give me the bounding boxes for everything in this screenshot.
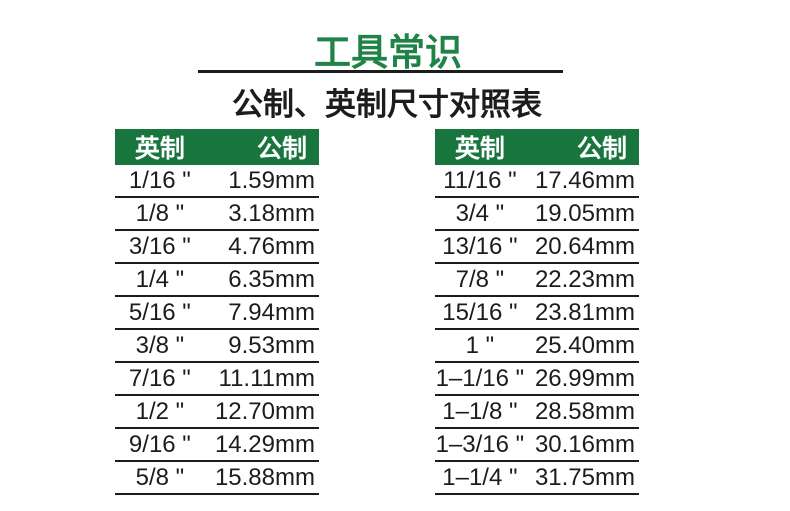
metric-value: 28.58mm	[534, 397, 635, 425]
imperial-value: 3/16 "	[128, 232, 191, 260]
conversion-table-right: 英制 公制 11/16 " 17.46mm 3/4 " 19.05mm 13/1…	[435, 129, 639, 495]
metric-value: 22.23mm	[534, 265, 635, 293]
imperial-value: 3/4 "	[455, 199, 505, 227]
metric-value: 31.75mm	[534, 463, 635, 491]
imperial-value: 5/8 "	[135, 463, 185, 491]
imperial-value: 1/2 "	[135, 397, 185, 425]
column-header-imperial: 英制	[454, 135, 505, 163]
table-row: 1 " 25.40mm	[435, 330, 639, 363]
table-row: 11/16 " 17.46mm	[435, 165, 639, 198]
imperial-value: 1–1/4 "	[442, 463, 518, 491]
metric-value: 12.70mm	[214, 397, 315, 425]
metric-value: 20.64mm	[534, 232, 635, 260]
table-row: 1–1/16 " 26.99mm	[435, 363, 639, 396]
metric-value: 26.99mm	[534, 364, 635, 392]
table-row: 1/16 " 1.59mm	[115, 165, 319, 198]
imperial-value: 1/8 "	[135, 199, 185, 227]
column-header-imperial: 英制	[134, 135, 185, 163]
imperial-value: 1/4 "	[135, 265, 185, 293]
table-row: 1–3/16 " 30.16mm	[435, 429, 639, 462]
table-row: 13/16 " 20.64mm	[435, 231, 639, 264]
column-header-metric: 公制	[256, 135, 307, 163]
metric-value: 14.29mm	[214, 430, 315, 458]
imperial-value: 15/16 "	[442, 298, 518, 326]
metric-value: 25.40mm	[534, 331, 635, 359]
metric-value: 15.88mm	[214, 463, 315, 491]
imperial-value: 1 "	[465, 331, 495, 359]
table-row: 9/16 " 14.29mm	[115, 429, 319, 462]
metric-value: 3.18mm	[228, 199, 315, 227]
title-divider	[198, 70, 563, 73]
table-header-row: 英制 公制	[115, 129, 319, 165]
table-row: 3/16 " 4.76mm	[115, 231, 319, 264]
imperial-value: 7/8 "	[455, 265, 505, 293]
table-row: 5/8 " 15.88mm	[115, 462, 319, 495]
table-row: 5/16 " 7.94mm	[115, 297, 319, 330]
page-subtitle: 公制、英制尺寸对照表	[232, 87, 542, 122]
metric-value: 30.16mm	[534, 430, 635, 458]
metric-value: 11.11mm	[218, 364, 315, 392]
metric-value: 23.81mm	[534, 298, 635, 326]
conversion-table-left: 英制 公制 1/16 " 1.59mm 1/8 " 3.18mm 3/16 " …	[115, 129, 319, 495]
metric-value: 17.46mm	[534, 166, 635, 194]
metric-value: 4.76mm	[228, 232, 315, 260]
imperial-value: 7/16 "	[128, 364, 191, 392]
imperial-value: 5/16 "	[128, 298, 191, 326]
metric-value: 7.94mm	[228, 298, 315, 326]
table-row: 3/8 " 9.53mm	[115, 330, 319, 363]
page-title: 工具常识	[314, 32, 462, 73]
imperial-value: 9/16 "	[128, 430, 191, 458]
metric-value: 19.05mm	[534, 199, 635, 227]
metric-value: 1.59mm	[228, 166, 315, 194]
imperial-value: 1/16 "	[128, 166, 191, 194]
imperial-value: 1–3/16 "	[435, 430, 525, 458]
imperial-value: 1–1/16 "	[435, 364, 525, 392]
table-row: 1–1/4 " 31.75mm	[435, 462, 639, 495]
table-row: 3/4 " 19.05mm	[435, 198, 639, 231]
table-row: 15/16 " 23.81mm	[435, 297, 639, 330]
imperial-value: 11/16 "	[443, 166, 517, 194]
imperial-value: 13/16 "	[442, 232, 518, 260]
table-row: 7/16 " 11.11mm	[115, 363, 319, 396]
imperial-value: 1–1/8 "	[442, 397, 518, 425]
table-row: 1/2 " 12.70mm	[115, 396, 319, 429]
table-header-row: 英制 公制	[435, 129, 639, 165]
imperial-value: 3/8 "	[135, 331, 185, 359]
table-row: 7/8 " 22.23mm	[435, 264, 639, 297]
column-header-metric: 公制	[576, 135, 627, 163]
metric-value: 6.35mm	[228, 265, 315, 293]
metric-value: 9.53mm	[228, 331, 315, 359]
table-row: 1–1/8 " 28.58mm	[435, 396, 639, 429]
table-row: 1/4 " 6.35mm	[115, 264, 319, 297]
table-row: 1/8 " 3.18mm	[115, 198, 319, 231]
